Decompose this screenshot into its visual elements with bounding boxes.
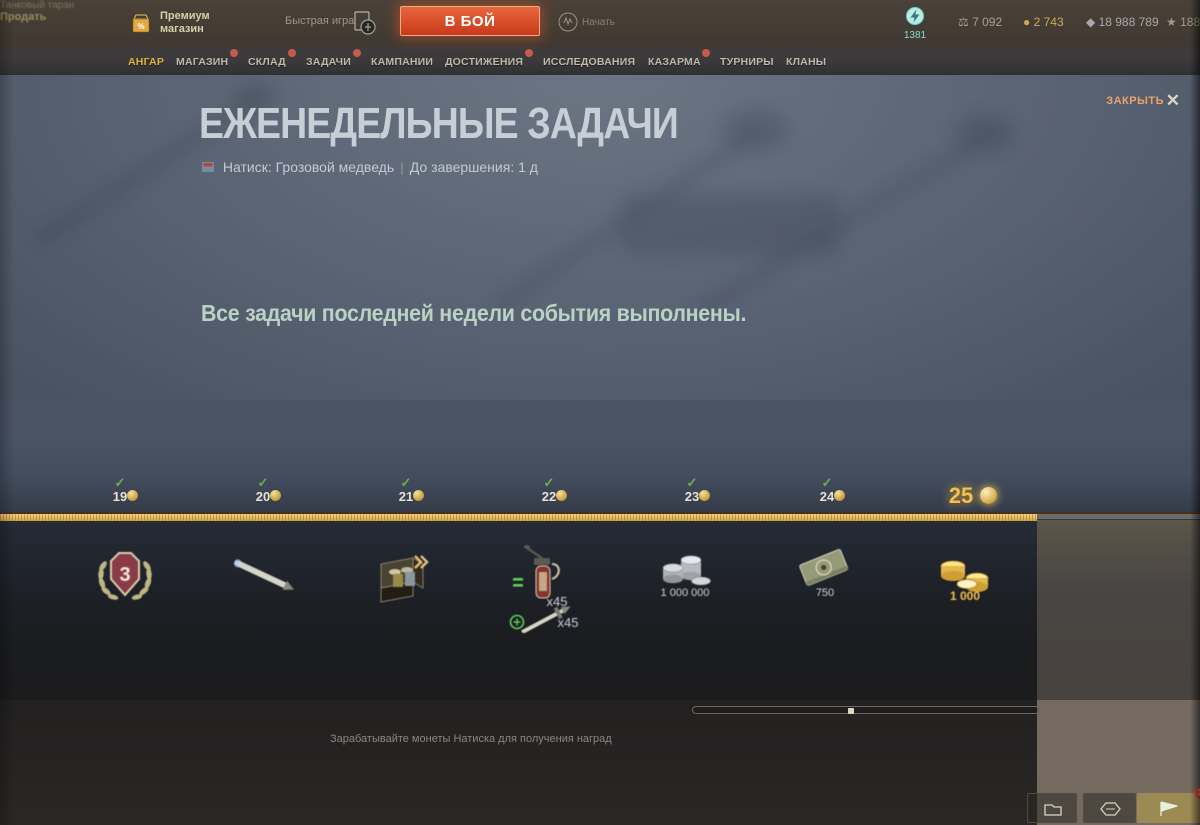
svg-text:750: 750: [816, 587, 834, 599]
svg-text:3: 3: [119, 564, 130, 586]
svg-text:1 000: 1 000: [950, 589, 980, 603]
svg-text:%: %: [137, 22, 144, 31]
svg-text:x45: x45: [547, 594, 568, 609]
svg-text:1 000 000: 1 000 000: [661, 587, 710, 599]
svg-text:x45: x45: [558, 615, 579, 630]
